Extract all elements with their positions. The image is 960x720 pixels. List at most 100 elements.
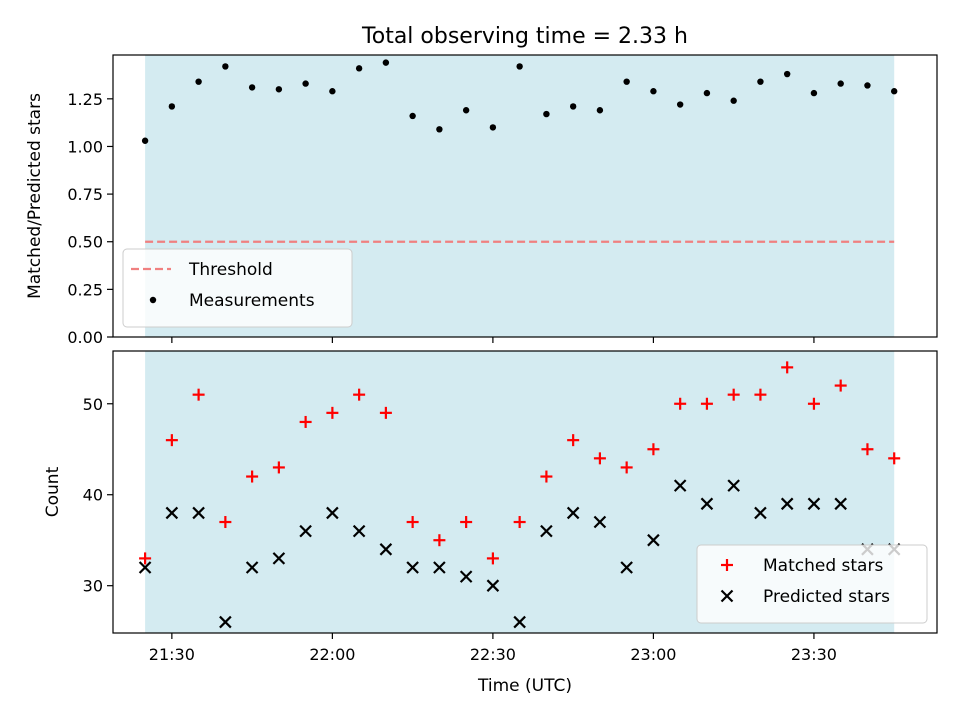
top-data-point: [141, 137, 149, 144]
bottom-data-point: [353, 388, 366, 401]
bottom-data-point: [513, 516, 526, 529]
bottom-data-point: [433, 534, 446, 547]
top-data-point: [329, 88, 336, 95]
top-data-point: [783, 70, 791, 78]
top-axes-frame: [112, 54, 938, 338]
legend-label-predicted-stars: Predicted stars: [763, 587, 890, 607]
bottom-data-point: [834, 497, 847, 511]
bottom-data-point: [192, 388, 205, 401]
top-data-point: [302, 80, 309, 87]
legend-measurements-swatch: [149, 296, 157, 304]
x-tick-label: 21:30: [149, 645, 195, 664]
bottom-data-point: [700, 497, 714, 511]
top-data-point: [462, 107, 470, 114]
top-data-point: [168, 103, 176, 110]
bottom-data-point: [272, 461, 285, 474]
top-data-point: [596, 107, 604, 114]
top-data-point: [569, 103, 577, 110]
top-data-point: [864, 82, 871, 89]
bottom-data-point: [326, 506, 339, 520]
bottom-data-point: [246, 470, 259, 483]
top-legend-box: [122, 248, 353, 328]
chart-title: Total observing time = 2.33 h: [361, 24, 688, 49]
bottom-data-point: [540, 524, 553, 538]
bottom-y-tick-label: 50: [83, 395, 103, 414]
top-y-tick-label: 0.50: [67, 233, 103, 252]
bottom-data-point: [326, 406, 339, 419]
top-data-point: [489, 124, 497, 131]
bottom-data-point: [647, 533, 660, 547]
top-data-point: [222, 63, 229, 70]
bottom-data-point: [700, 397, 713, 410]
top-data-point: [676, 101, 684, 108]
bottom-data-point: [192, 506, 205, 520]
top-data-point: [248, 84, 256, 91]
bottom-data-point: [807, 397, 820, 410]
bottom-data-point: [593, 452, 606, 465]
bottom-data-point: [139, 552, 152, 565]
top-panel: 0.00 0.25 0.50 0.75 1.00 1.25 Threshold Measure…: [67, 54, 938, 347]
top-y-axis-label: Matched/Predicted stars: [25, 93, 45, 299]
bottom-data-point: [459, 570, 473, 583]
bottom-data-point: [138, 561, 152, 574]
top-series-measurements: [141, 59, 898, 144]
bottom-data-point: [379, 406, 392, 419]
bottom-data-point: [620, 461, 633, 474]
legend-label-measurements: Measurements: [189, 291, 315, 311]
legend-matched-stars-swatch: [721, 559, 733, 571]
bottom-data-point: [834, 379, 847, 392]
top-data-point: [436, 126, 443, 133]
top-y-tick-label: 0.75: [67, 185, 103, 204]
bottom-data-point: [406, 516, 419, 529]
bottom-data-point: [888, 452, 901, 465]
bottom-data-point: [406, 561, 419, 574]
bottom-data-point: [460, 516, 473, 529]
bottom-axes-frame: [112, 350, 938, 634]
top-data-point: [890, 88, 898, 95]
bottom-data-point: [566, 506, 580, 520]
bottom-data-point: [245, 561, 259, 574]
bottom-data-point: [219, 516, 232, 529]
bottom-data-point: [299, 524, 312, 538]
bottom-data-point: [433, 561, 446, 574]
bottom-data-point: [486, 552, 499, 565]
bottom-series-matched-stars: [139, 361, 901, 565]
bottom-data-point: [647, 443, 660, 456]
bottom-data-point: [219, 615, 232, 629]
bottom-data-point: [165, 434, 178, 447]
bottom-series-predicted-stars: [138, 479, 901, 629]
top-y-tick-label: 0.00: [67, 328, 103, 347]
bottom-data-point: [620, 561, 633, 574]
bottom-data-point: [513, 615, 526, 629]
top-data-point: [757, 78, 764, 85]
x-tick-label: 22:00: [309, 645, 355, 664]
bottom-data-point: [754, 388, 767, 401]
bottom-legend: Matched stars Predicted stars: [696, 544, 928, 624]
top-data-point: [703, 89, 711, 97]
x-axis-label: Time (UTC): [477, 676, 572, 696]
top-data-point: [810, 89, 818, 97]
top-data-point: [275, 86, 283, 93]
legend-label-threshold: Threshold: [188, 260, 273, 280]
x-tick-label: 23:30: [791, 645, 837, 664]
bottom-data-point: [593, 515, 607, 529]
bottom-data-point: [727, 388, 740, 401]
bottom-y-axis-label: Count: [43, 466, 63, 517]
bottom-data-point: [272, 552, 286, 565]
bottom-y-tick-label: 30: [83, 577, 103, 596]
top-data-point: [837, 80, 844, 87]
top-data-point: [623, 78, 630, 85]
top-data-point: [543, 110, 550, 118]
bottom-data-point: [754, 506, 767, 520]
x-tick-label: 23:00: [630, 645, 676, 664]
bottom-data-point: [379, 543, 393, 556]
top-y-tick-label: 1.25: [67, 90, 103, 109]
top-data-point: [409, 112, 416, 120]
bottom-data-point: [861, 443, 874, 456]
legend-label-matched-stars: Matched stars: [763, 556, 883, 576]
top-data-point: [355, 65, 363, 72]
bottom-panel: 30 40 50 21:30 22:00 22:30 23:00 23:30 Matched s…: [83, 350, 938, 664]
top-data-point: [516, 63, 523, 70]
bottom-data-point: [781, 361, 794, 374]
x-tick-label: 22:30: [470, 645, 516, 664]
